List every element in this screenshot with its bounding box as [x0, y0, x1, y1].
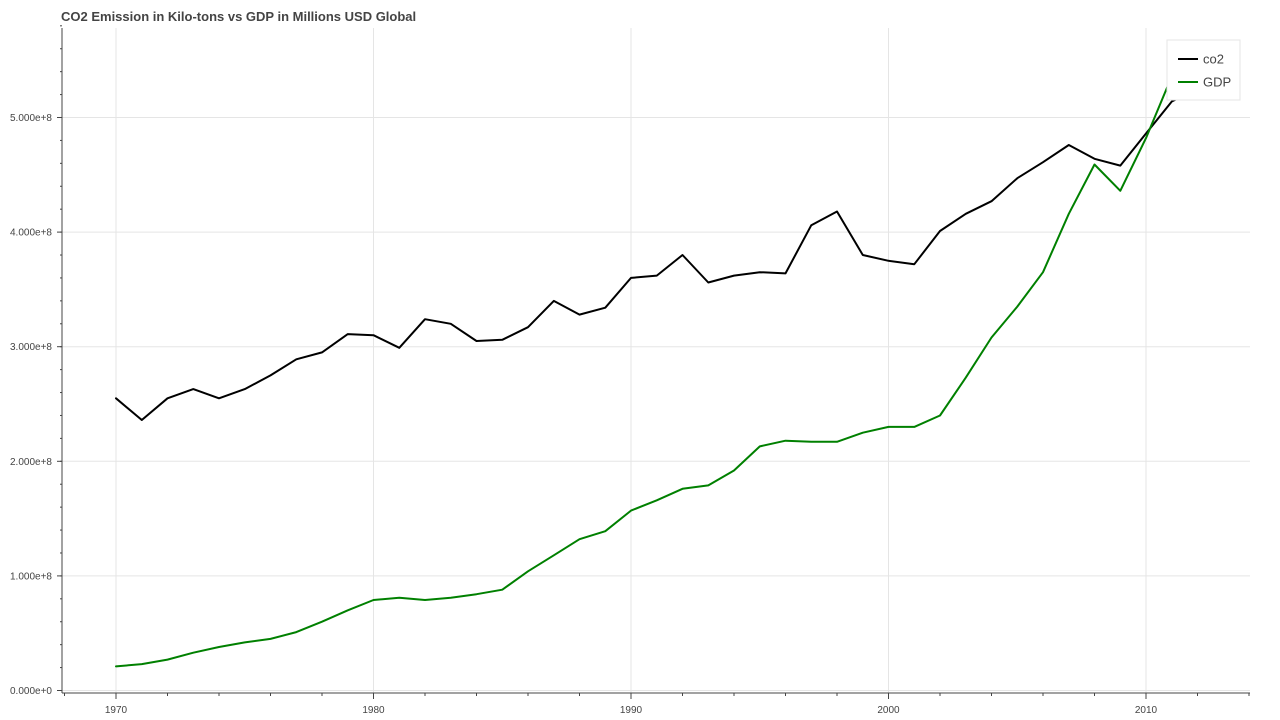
- y-tick-label: 5.000e+8: [10, 113, 52, 124]
- series-line-co2: [115, 87, 1199, 421]
- legend[interactable]: co2 GDP: [1166, 39, 1241, 101]
- x-tick-label: 1990: [620, 705, 643, 716]
- y-tick-label: 0.000e+0: [10, 686, 52, 697]
- x-tick-label: 1980: [362, 705, 385, 716]
- axes-layer: 0.000e+0 1.000e+8 2.000e+8 3.000e+8 4.000e+8…: [10, 25, 1250, 716]
- series-layer: [115, 75, 1199, 668]
- y-tick-label: 2.000e+8: [10, 457, 52, 468]
- x-tick-label: 1970: [105, 705, 128, 716]
- series-line-gdp: [115, 75, 1199, 668]
- plot-area: [62, 28, 1250, 693]
- chart-title: CO2 Emission in Kilo-tons vs GDP in Mill…: [61, 9, 417, 24]
- y-tick-label: 1.000e+8: [10, 571, 52, 582]
- x-tick-label: 2010: [1135, 705, 1158, 716]
- y-tick-label: 3.000e+8: [10, 342, 52, 353]
- legend-box: [1166, 39, 1241, 101]
- grid-layer: [62, 28, 1250, 693]
- legend-label-co2: co2: [1203, 52, 1224, 67]
- y-tick-label: 4.000e+8: [10, 228, 52, 239]
- legend-label-gdp: GDP: [1203, 75, 1231, 90]
- x-tick-label: 2000: [877, 705, 900, 716]
